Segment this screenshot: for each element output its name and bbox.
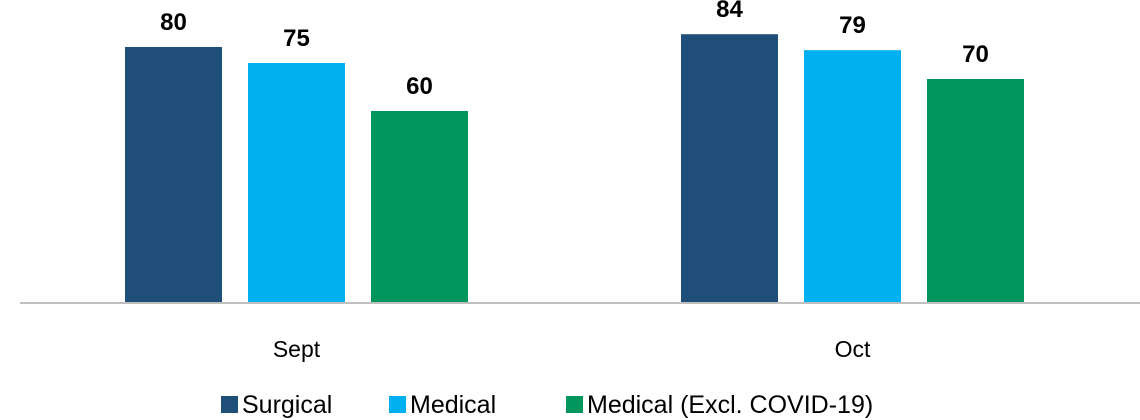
data-label-surgical-oct: 84	[716, 0, 743, 23]
bars-layer	[125, 34, 1024, 304]
data-label-medical-excl-covid-19-sept: 60	[406, 73, 433, 100]
data-label-surgical-sept: 80	[160, 9, 187, 36]
legend-label-surgical: Surgical	[242, 391, 332, 419]
legend: Surgical Medical Medical (Excl. COVID-19)	[221, 391, 873, 419]
data-label-medical-excl-covid-19-oct: 70	[962, 41, 989, 68]
legend-swatch-medical-excl-covid-19	[566, 396, 583, 413]
bar-medical-sept	[248, 63, 345, 303]
bar-medical-oct	[804, 50, 901, 304]
data-label-medical-sept: 75	[283, 25, 310, 52]
data-label-medical-oct: 79	[839, 12, 866, 39]
legend-label-medical-excl-covid-19: Medical (Excl. COVID-19)	[587, 391, 873, 419]
category-labels-layer: Sept Oct	[273, 336, 871, 362]
category-label-oct: Oct	[835, 336, 871, 362]
category-label-sept: Sept	[273, 336, 321, 362]
bar-medical-excl-covid-19-oct	[927, 79, 1024, 303]
legend-swatch-medical	[389, 396, 406, 413]
bar-labels-layer: 80 75 60 84 79 70	[160, 0, 989, 100]
bar-medical-excl-covid-19-sept	[371, 111, 468, 303]
legend-label-medical: Medical	[410, 391, 496, 419]
legend-swatch-surgical	[221, 396, 238, 413]
bar-surgical-sept	[125, 47, 222, 303]
bar-surgical-oct	[681, 34, 778, 303]
